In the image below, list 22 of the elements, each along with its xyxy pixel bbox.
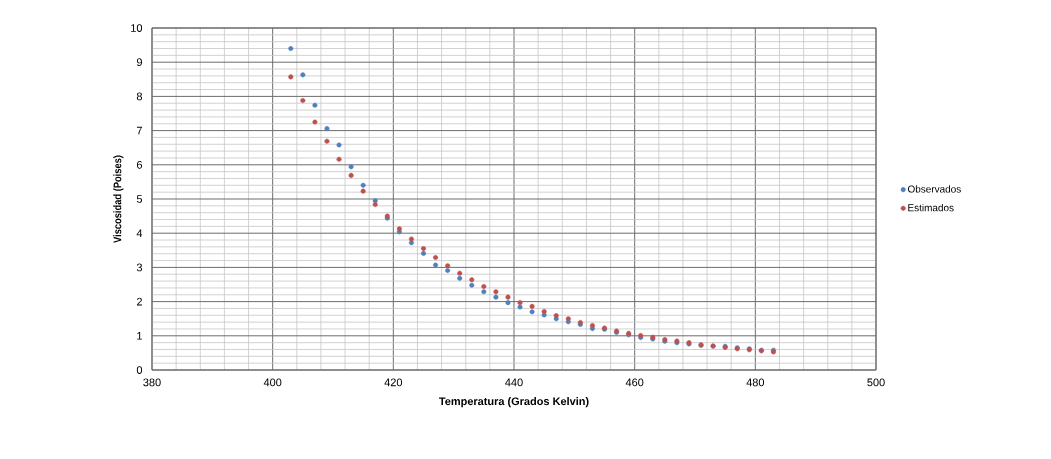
y-tick-label: 7 [136, 126, 142, 135]
x-tick-label: 420 [384, 378, 403, 387]
x-tick-label: 400 [263, 378, 282, 387]
x-tick-label: 440 [505, 378, 523, 387]
legend-label: Observados [907, 185, 961, 193]
y-axis-title: Viscosidad (Poises) [113, 155, 124, 243]
x-tick-label: 500 [867, 378, 885, 387]
x-tick-label: 380 [143, 378, 161, 387]
y-tick-label: 10 [131, 24, 143, 32]
x-tick-label: 480 [746, 378, 765, 387]
legend-label: Estimados [908, 203, 954, 212]
y-tick-label: 2 [136, 297, 142, 306]
y-tick-label: 9 [136, 58, 142, 67]
y-tick-label: 0 [136, 366, 143, 374]
x-axis-title: Temperatura (Grados Kelvin) [439, 397, 589, 408]
y-tick-label: 4 [136, 229, 143, 237]
y-tick-label: 8 [136, 92, 143, 101]
y-tick-label: 3 [136, 263, 143, 272]
y-tick-label: 5 [136, 195, 143, 203]
y-tick-label: 6 [136, 160, 143, 169]
y-tick-label: 1 [137, 332, 142, 340]
x-tick-label: 460 [625, 378, 644, 387]
